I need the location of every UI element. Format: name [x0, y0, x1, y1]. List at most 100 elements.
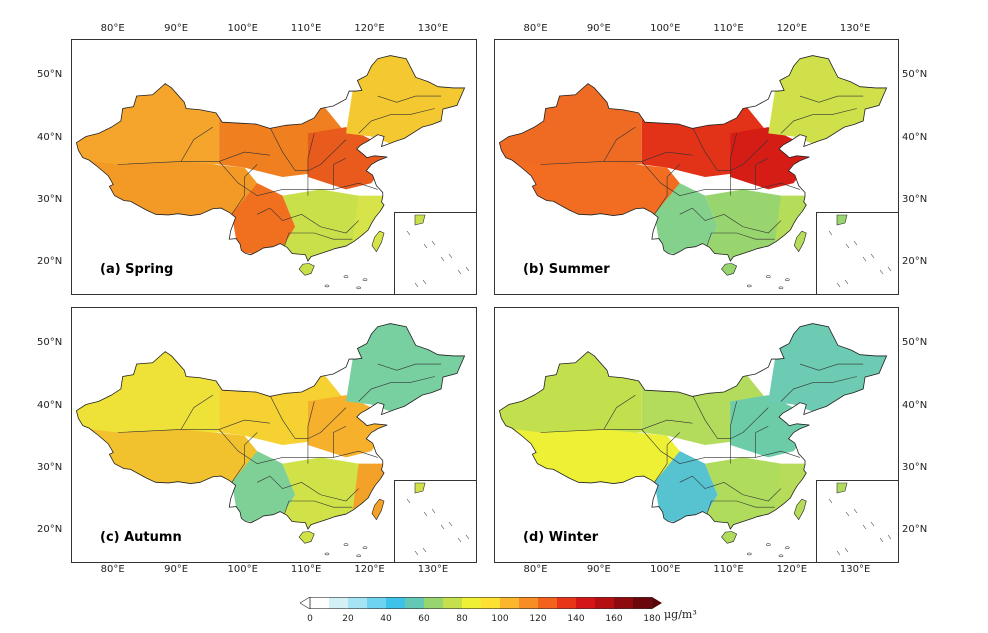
x-tick-label: 80°E [100, 23, 125, 34]
inset-boundary-dash [422, 279, 427, 285]
hainan-island [298, 263, 315, 276]
x-tick-label: 100°E [650, 23, 681, 34]
islet [324, 284, 330, 288]
inset-boundary-dash [423, 243, 428, 249]
inset-map [828, 214, 892, 288]
country-outline [75, 55, 466, 262]
islet [784, 278, 790, 281]
inset-boundary-dash [879, 269, 884, 275]
map-autumn [75, 323, 466, 558]
inset-boundary-dash [431, 240, 436, 246]
inset-boundary-dash [870, 253, 875, 259]
inset-boundary-dash [845, 511, 850, 517]
islet [343, 543, 349, 546]
country-outline [498, 55, 888, 262]
province-border [218, 161, 378, 196]
inset-boundary-dash [465, 266, 470, 272]
inset-boundary-dash [414, 282, 419, 288]
islet [324, 552, 330, 556]
colorbar-tick-label: 160 [605, 614, 623, 624]
province-border [307, 401, 315, 464]
south-china-sea-inset [816, 212, 898, 294]
province-border [641, 161, 801, 196]
colorbar-bin [576, 597, 596, 609]
inset-boundary-dash [879, 537, 884, 543]
colorbar-bin [595, 597, 615, 609]
province-border [180, 394, 213, 430]
colorbar-bin [500, 597, 520, 609]
inset-boundary-dash [836, 282, 841, 288]
province-border [654, 432, 680, 483]
hainan-island [298, 531, 315, 544]
colorbar-min-extend [300, 597, 311, 609]
y-tick-label: 30°N [37, 193, 63, 205]
panel-label-winter: (d) Winter [523, 530, 599, 545]
islet [766, 275, 771, 278]
inset-coast [836, 482, 848, 494]
y-tick-label: 50°N [902, 69, 928, 81]
y-tick-label: 40°N [902, 131, 928, 143]
panel-autumn: (c) Autumn [71, 307, 477, 563]
inset-boundary-dash [845, 243, 850, 249]
province-border [358, 376, 435, 402]
islet [343, 275, 349, 278]
y-tick-label: 20°N [37, 524, 63, 536]
inset-map [406, 214, 470, 288]
hainan-island [721, 263, 738, 276]
inset-boundary-dash [465, 534, 470, 540]
colorbar-unit-label: μg/m³ [664, 608, 697, 621]
province-border [730, 133, 737, 196]
colorbar-bin [424, 597, 444, 609]
x-tick-label: 130°E [839, 564, 871, 575]
y-tick-label: 20°N [902, 524, 928, 536]
inset-boundary-dash [423, 511, 428, 517]
colorbar-tick-label: 140 [567, 614, 585, 624]
south-china-sea-inset [816, 480, 898, 562]
hainan-island [721, 531, 738, 544]
colorbar-bin [519, 597, 539, 609]
south-china-sea-inset [394, 212, 476, 294]
x-tick-label: 130°E [417, 23, 449, 34]
south-china-sea-inset [394, 480, 476, 562]
x-tick-label: 110°E [713, 564, 744, 575]
province-border [332, 158, 347, 190]
x-tick-label: 110°E [713, 23, 744, 34]
y-tick-label: 30°N [37, 461, 63, 473]
x-tick-label: 120°E [776, 23, 808, 34]
panel-summer: (b) Summer [494, 39, 899, 295]
colorbar-tick-label: 80 [456, 614, 468, 624]
region-southwest [654, 183, 718, 258]
x-tick-label: 120°E [776, 564, 808, 575]
province-border [257, 207, 359, 234]
inset-boundary-dash [862, 256, 867, 262]
inset-boundary-dash [853, 508, 858, 514]
colorbar-bin [481, 597, 501, 609]
region-southwest [231, 183, 296, 258]
colorbar-tick-label: 20 [342, 614, 354, 624]
colorbar-tick-label: 180 [643, 614, 661, 624]
country-outline [498, 323, 888, 530]
x-tick-label: 110°E [290, 564, 322, 575]
islet [362, 278, 368, 281]
region-southwest [231, 451, 296, 526]
province-border [180, 126, 213, 162]
region-northplain [730, 127, 813, 190]
x-tick-label: 80°E [523, 23, 548, 34]
colorbar-tick-label: 60 [418, 614, 430, 624]
x-tick-label: 130°E [839, 23, 871, 34]
inset-boundary-dash [422, 547, 427, 553]
y-tick-label: 50°N [902, 337, 928, 349]
inset-boundary-dash [862, 524, 867, 530]
taiwan-island [371, 498, 385, 521]
inset-boundary-dash [406, 498, 411, 504]
province-border [704, 500, 775, 520]
region-northeast [768, 323, 887, 414]
colorbar-bin [405, 597, 425, 609]
colorbar-tick-label: 40 [380, 614, 392, 624]
province-border [231, 432, 258, 483]
region-northplain [307, 127, 391, 190]
province-border [755, 426, 769, 458]
colorbar-bin [633, 597, 653, 609]
colorbar-bin [310, 597, 330, 609]
region-northeast [345, 323, 465, 414]
